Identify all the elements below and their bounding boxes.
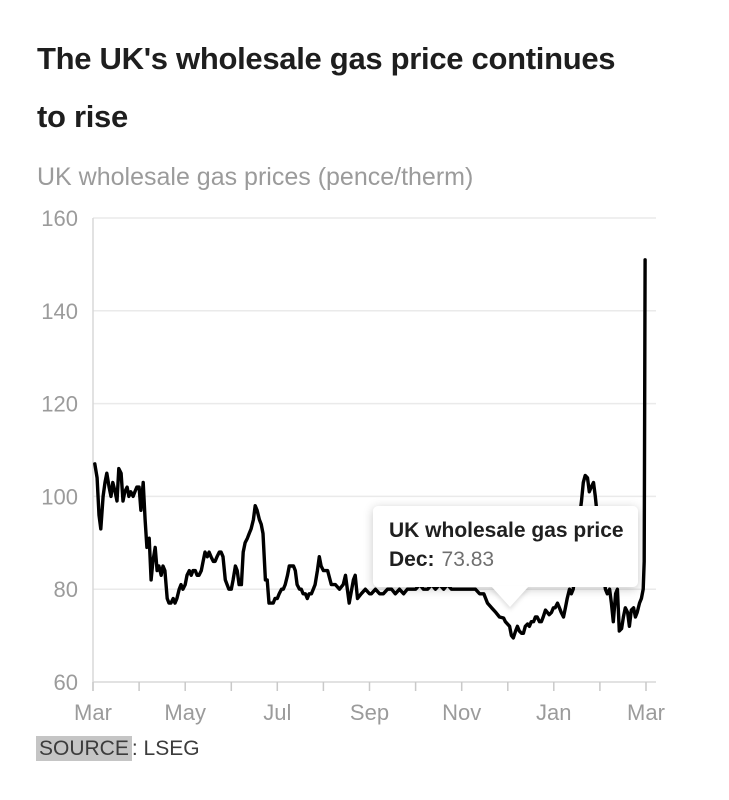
y-tick-label-100: 100 (41, 484, 78, 509)
tooltip-month-label: Dec: (389, 548, 435, 571)
tooltip-pointer (491, 586, 529, 607)
x-tick-label-mar1: Mar (74, 700, 112, 725)
source-label: SOURCE (36, 736, 132, 761)
x-tick-label-jan: Jan (536, 700, 571, 725)
source-name: LSEG (143, 737, 200, 760)
source-separator: : (131, 737, 144, 760)
x-tick-label-may: May (164, 700, 206, 725)
page-title: The UK's wholesale gas price continues t… (37, 30, 717, 146)
y-tick-label-60: 60 (54, 670, 78, 695)
x-ticks (92, 682, 647, 691)
x-tick-labels: Mar May Jul Sep Nov Jan Mar (74, 700, 665, 725)
tooltip-value: 73.83 (441, 548, 495, 571)
tooltip-row: Dec: 73.83 (389, 548, 622, 572)
x-tick-label-mar2: Mar (627, 700, 665, 725)
y-tick-label-160: 160 (41, 206, 78, 231)
y-tick-labels: 160 140 120 100 80 60 (41, 206, 78, 695)
y-tick-label-140: 140 (41, 299, 78, 324)
page-title-line1: The UK's wholesale gas price continues (37, 41, 616, 76)
tooltip-series-name: UK wholesale gas price (389, 519, 624, 542)
x-tick-label-nov: Nov (442, 700, 481, 725)
price-line[interactable] (93, 258, 647, 640)
chart-tooltip: UK wholesale gas price Dec: 73.83 (373, 506, 638, 607)
x-tick-label-sep: Sep (350, 700, 389, 725)
page-title-line2: to rise (37, 99, 128, 134)
chart-subtitle: UK wholesale gas prices (pence/therm) (37, 163, 474, 191)
y-tick-label-120: 120 (41, 392, 78, 417)
source-line: SOURCE: LSEG (36, 736, 200, 761)
y-tick-label-80: 80 (54, 577, 78, 602)
x-tick-label-jul: Jul (263, 700, 291, 725)
